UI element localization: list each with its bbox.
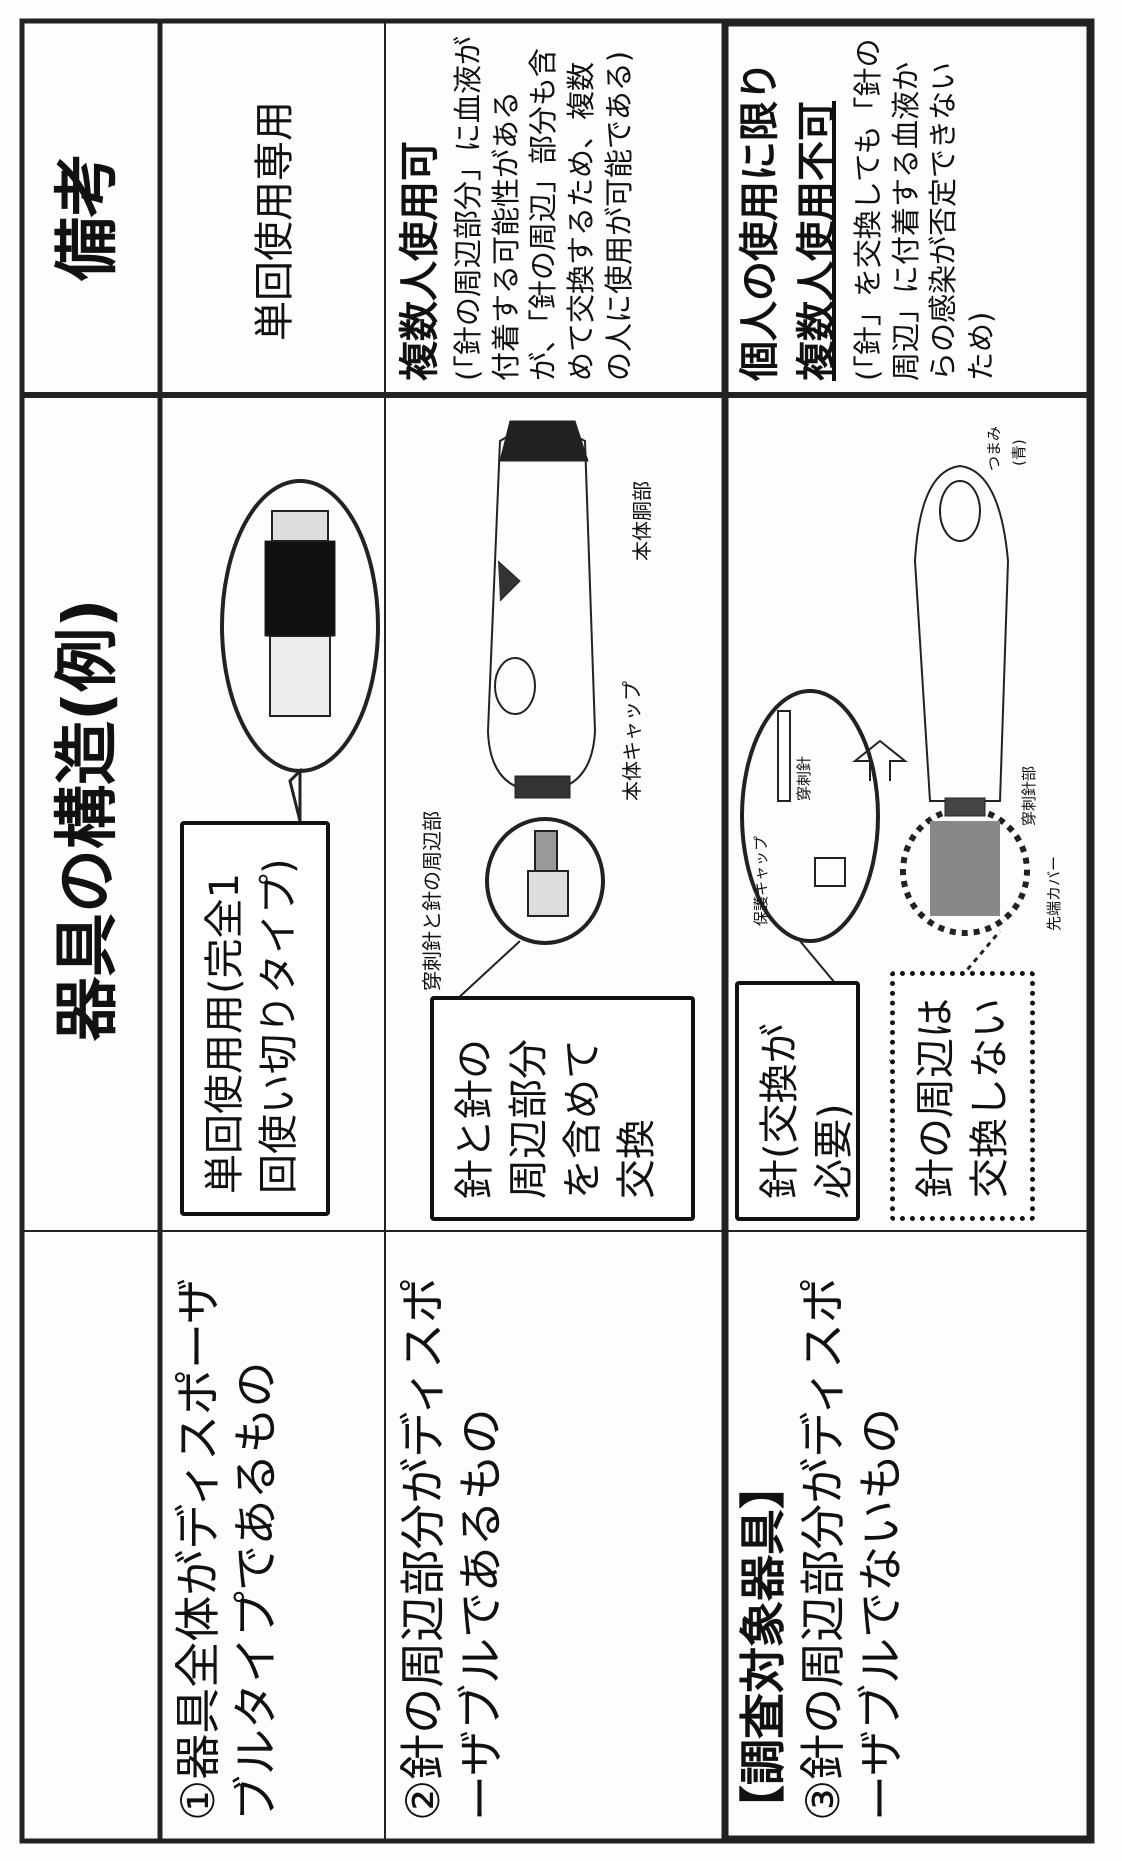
header-title: 器具の構造(例) xyxy=(51,598,125,1042)
target-tag: 【調査対象器具】 xyxy=(736,1463,790,1831)
remark-note: (「針の周辺部分」に血液が付着する可能性があるが、「針の周辺」部分も含めて交換す… xyxy=(451,36,636,381)
remark: 複数人使用可 xyxy=(397,141,443,381)
callout: 針と針の周辺部分を含めて交換 xyxy=(430,996,695,1221)
callout: 針(交換が必要) xyxy=(735,981,860,1221)
remark: 個人の使用に限り xyxy=(737,61,783,381)
part-label: 本体胴部 xyxy=(630,481,654,561)
remark: 複数人使用不可 xyxy=(794,101,840,381)
part-label: (青) xyxy=(1010,439,1028,466)
remarks-header: 備考 xyxy=(51,153,125,281)
row-type: ①器具全体がディスポーザブルタイプであるもの xyxy=(171,1277,283,1821)
part-label: 穿刺針 xyxy=(795,755,813,801)
part-label: 穿刺針と針の周辺部 xyxy=(420,811,444,991)
callout-dashed: 針の周辺は交換しない xyxy=(890,971,1035,1221)
remark: 単回使用専用 xyxy=(252,101,298,341)
part-label: 本体キャップ xyxy=(620,681,644,801)
part-label: 保護キャップ xyxy=(752,835,770,926)
row-type: ③針の周辺部分がディスポーザブルでないもの xyxy=(796,1276,908,1821)
part-label: つまみ xyxy=(985,425,1003,471)
row-type: ②針の周辺部分がディスポーザブルであるもの xyxy=(396,1276,508,1821)
part-label: 先端カバー xyxy=(1045,855,1063,931)
part-label: 穿刺針部 xyxy=(1020,765,1038,826)
callout: 単回使用用(完全1回使い切りタイプ) xyxy=(180,821,330,1216)
remark-note: (「針」を交換しても「針の周辺」に付着する血液からの感染が否定できないため) xyxy=(851,38,999,382)
